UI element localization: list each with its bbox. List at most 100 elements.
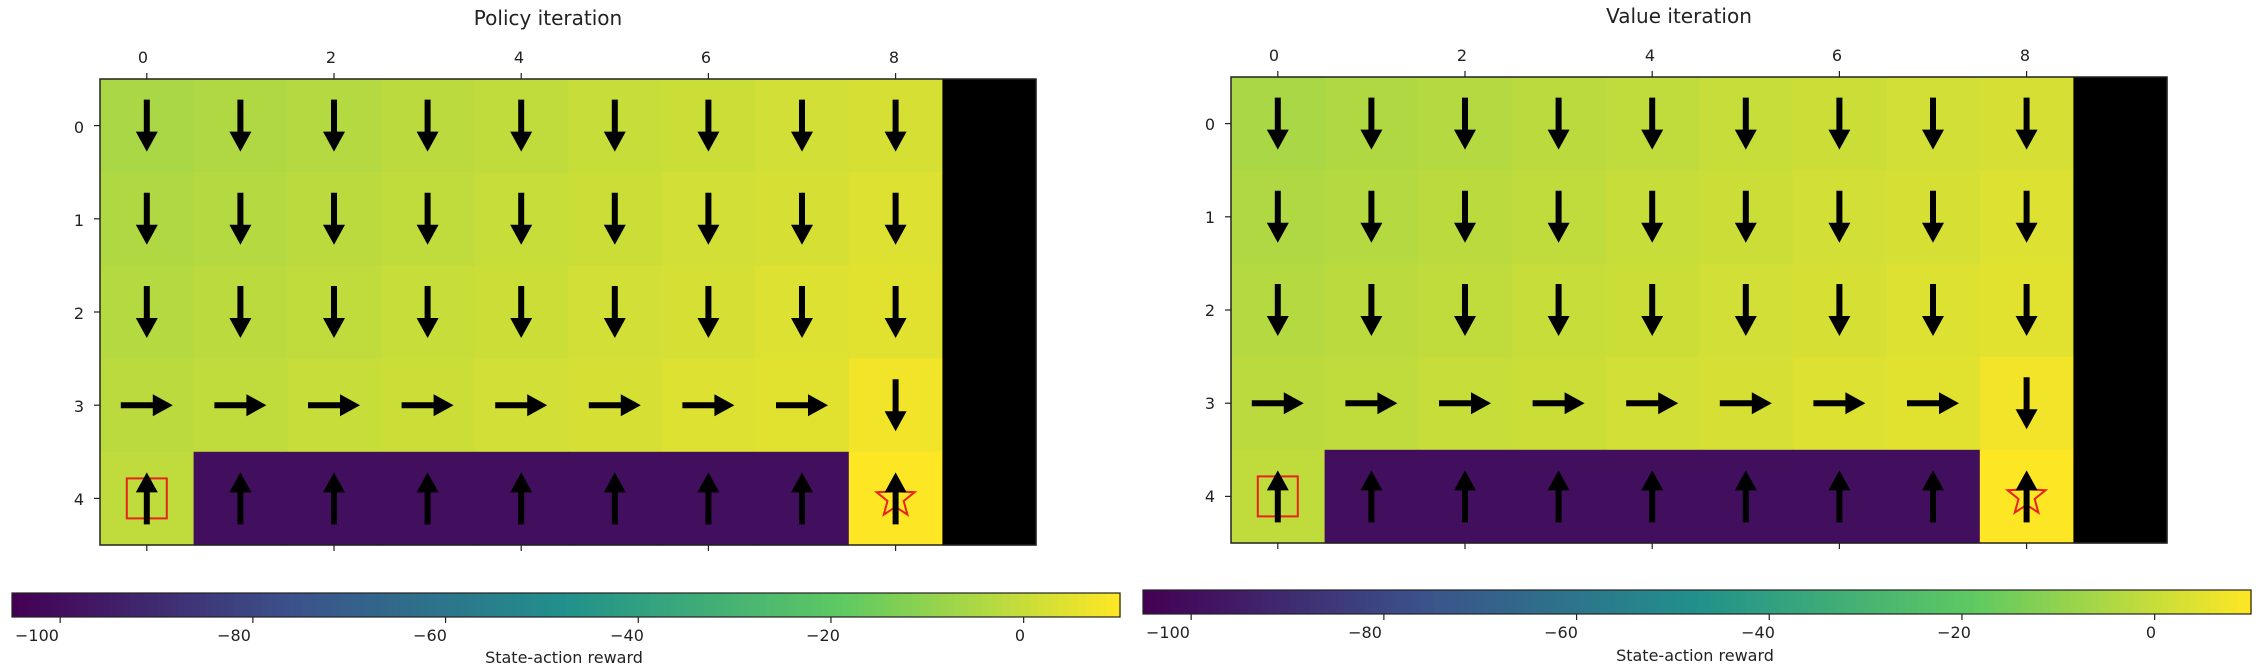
colorbar-segment <box>690 593 699 617</box>
colorbar-segment <box>2029 590 2038 614</box>
x-tick-label: 6 <box>701 48 711 67</box>
colorbar-segment <box>1288 590 1297 614</box>
colorbar-segment <box>1558 590 1567 614</box>
colorbar-segment <box>967 593 976 617</box>
colorbar-segment <box>219 593 228 617</box>
colorbar-segment <box>822 593 830 617</box>
colorbar-segment <box>1717 590 1726 614</box>
colorbar-segment <box>2181 590 2190 614</box>
policy-arrow-down <box>416 99 439 152</box>
colorbar-segment <box>108 593 117 617</box>
colorbar-segment <box>1766 590 1774 614</box>
policy-arrow-down <box>1547 284 1570 336</box>
colorbar-segment <box>192 593 200 617</box>
colorbar-segment <box>1724 590 1733 614</box>
colorbar-segment <box>995 593 1004 617</box>
colorbar-segment <box>856 593 865 617</box>
colorbar-segment <box>1669 590 1678 614</box>
colorbar-segment <box>759 593 768 617</box>
colorbar-segment <box>316 593 325 617</box>
colorbar-segment <box>628 593 637 617</box>
policy-arrow-down <box>1454 284 1476 336</box>
policy-arrow-right <box>1532 392 1585 415</box>
colorbar-segment <box>330 593 339 617</box>
policy-arrow-down <box>135 192 158 245</box>
colorbar-segment <box>531 593 540 617</box>
colorbar-segment <box>1648 590 1657 614</box>
colorbar-segment <box>2064 590 2072 614</box>
colorbar-segment <box>1447 590 1456 614</box>
value-iteration-panel: Value iteration 0 2 4 6 8 0 1 2 3 4 −100… <box>1131 0 2262 666</box>
policy-arrow-up <box>1547 470 1570 523</box>
policy-arrow-down <box>603 286 626 338</box>
chart-title: Policy iteration <box>474 6 622 30</box>
colorbar-segment <box>676 593 685 617</box>
colorbar-segment <box>2133 590 2141 614</box>
blocked-cell <box>942 451 1037 546</box>
colorbar-segment <box>198 593 207 617</box>
policy-arrow-up <box>1734 470 1757 523</box>
colorbar-segment <box>1219 590 1227 614</box>
policy-arrow-right <box>1719 392 1772 415</box>
colorbar-segment <box>1323 590 1331 614</box>
x-tick-label: 4 <box>514 48 524 67</box>
colorbar-segment <box>1092 593 1101 617</box>
policy-arrow-down <box>1266 190 1289 243</box>
colorbar-segment <box>129 593 138 617</box>
policy-arrow-down <box>884 379 907 432</box>
colorbar-segment <box>205 593 214 617</box>
policy-arrow-up <box>791 472 813 525</box>
colorbar-segment <box>808 593 817 617</box>
colorbar-segment <box>946 593 955 617</box>
colorbar-tick-label: −40 <box>1741 623 1775 642</box>
colorbar-segment <box>1336 590 1345 614</box>
colorbar-segment <box>226 593 235 617</box>
colorbar-segment <box>1170 590 1179 614</box>
colorbar-segment <box>1814 590 1823 614</box>
blocked-cell <box>2073 77 2168 171</box>
colorbar-segment <box>1641 590 1650 614</box>
policy-arrow-right <box>308 394 360 417</box>
policy-arrow-up <box>323 472 345 525</box>
colorbar-segment <box>1738 590 1747 614</box>
colorbar-segment <box>2223 590 2232 614</box>
colorbar-tick-label: 0 <box>1015 626 1025 645</box>
policy-arrow-right <box>1251 392 1304 415</box>
colorbar-frame <box>11 592 1121 618</box>
colorbar-segment <box>1690 590 1698 614</box>
colorbar-segment <box>74 593 83 617</box>
policy-arrow-up <box>1266 470 1289 523</box>
colorbar-segment <box>2084 590 2093 614</box>
colorbar-segment <box>309 593 318 617</box>
colorbar-segment <box>1856 590 1864 614</box>
colorbar-segment <box>593 593 602 617</box>
colorbar-segment <box>2119 590 2128 614</box>
colorbar-tick-label: 0 <box>2146 623 2156 642</box>
policy-arrow-right <box>1345 392 1398 415</box>
colorbar-segment <box>2230 590 2238 614</box>
y-tick-label: 4 <box>1205 487 1215 506</box>
policy-arrow-down <box>2015 377 2038 430</box>
colorbar-segment <box>489 593 498 617</box>
policy-arrow-down <box>1360 97 1383 150</box>
colorbar-tick-label: −80 <box>1348 623 1382 642</box>
colorbar-segment <box>1036 593 1045 617</box>
colorbar-segment <box>739 593 747 617</box>
colorbar-segment <box>282 593 290 617</box>
colorbar-segment <box>122 593 131 617</box>
colorbar-segment <box>240 593 249 617</box>
colorbar-segment <box>1835 590 1844 614</box>
colorbar-segment <box>1364 590 1373 614</box>
colorbar-segment <box>2050 590 2058 614</box>
blocked-cell <box>2073 170 2168 264</box>
colorbar-segment <box>1655 590 1664 614</box>
colorbar-segment <box>1662 590 1671 614</box>
colorbar-tick-label: −20 <box>806 626 840 645</box>
colorbar-segment <box>718 593 727 617</box>
colorbar-segment <box>725 593 733 617</box>
colorbar-segment <box>898 593 907 617</box>
colorbar-segment <box>462 593 470 617</box>
x-tick-label: 8 <box>889 48 899 67</box>
blocked-cell <box>942 358 1037 453</box>
policy-arrow-right <box>588 394 641 417</box>
